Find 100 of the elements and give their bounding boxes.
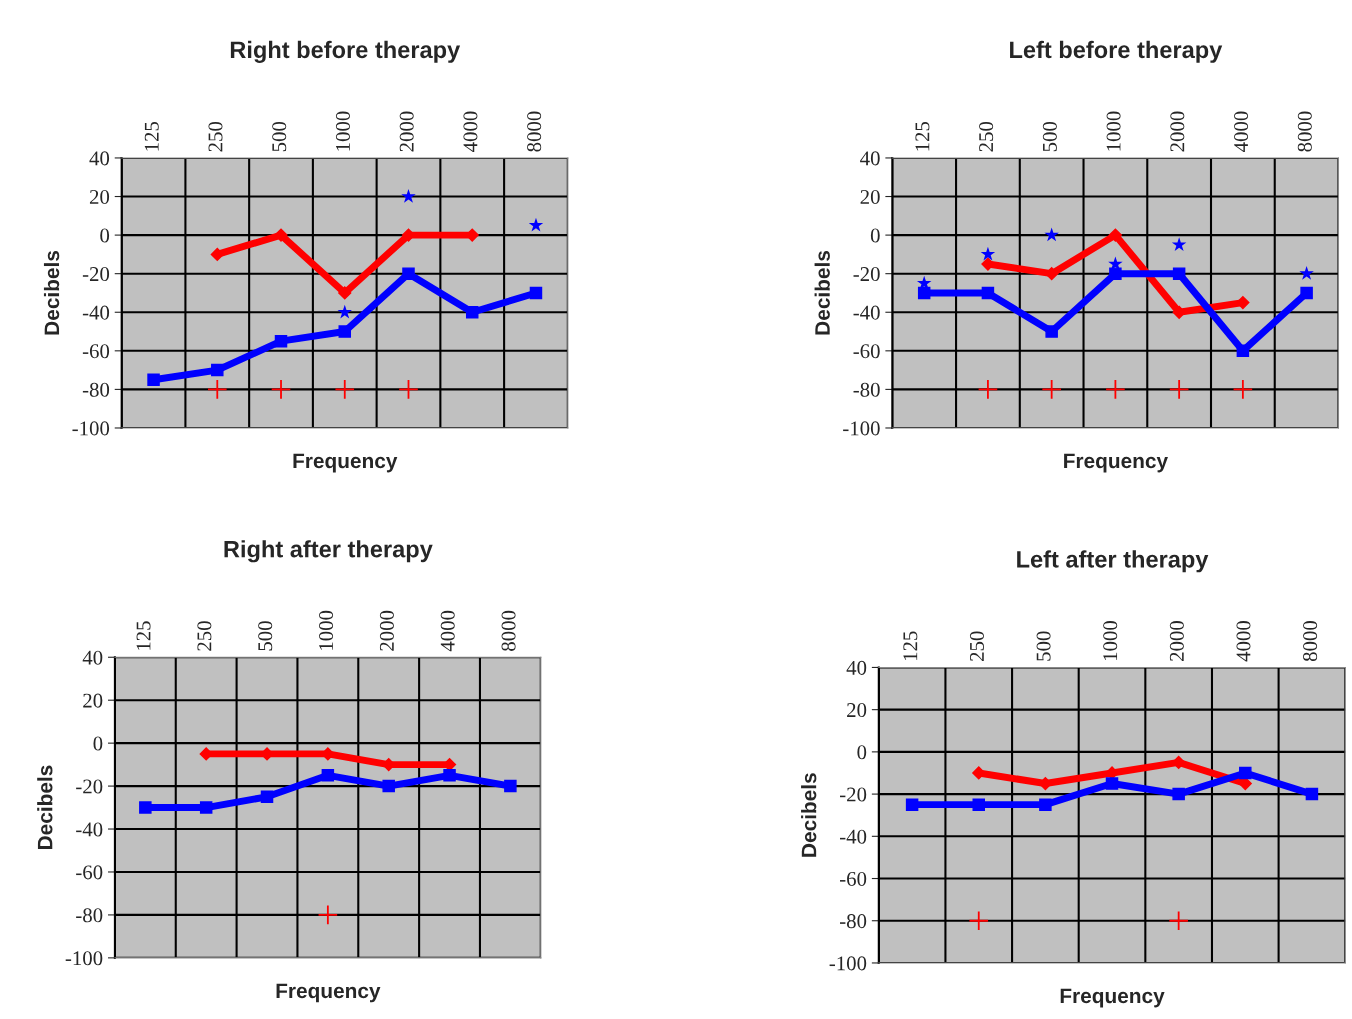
chart-title: Left after therapy xyxy=(1017,550,1209,573)
x-tick-label: 125 xyxy=(136,621,151,650)
x-tick-label: 2000 xyxy=(399,111,414,152)
y-tick-label: 20 xyxy=(89,189,110,204)
point xyxy=(905,798,919,811)
point xyxy=(1105,777,1119,790)
y-tick-label: -60 xyxy=(853,344,880,359)
y-tick-label: 20 xyxy=(83,693,103,708)
point xyxy=(1236,344,1250,358)
point xyxy=(529,286,543,300)
point xyxy=(972,766,986,780)
y-tick-label: -100 xyxy=(72,421,110,436)
point xyxy=(528,217,544,232)
point xyxy=(972,798,986,811)
point xyxy=(968,910,989,931)
y-tick-label: -20 xyxy=(82,267,110,282)
y-tick-label: 0 xyxy=(870,228,880,243)
y-tick-label: -40 xyxy=(853,305,880,320)
y-tick-label: -20 xyxy=(76,779,103,794)
x-tick-label: 1000 xyxy=(1106,111,1121,151)
x-tick-label: 8000 xyxy=(501,610,516,651)
point xyxy=(1300,286,1313,300)
point xyxy=(1172,787,1185,801)
point xyxy=(980,246,996,261)
x-tick-label: 1000 xyxy=(319,610,334,650)
y-tick-label: 40 xyxy=(860,151,880,166)
x-tick-label: 500 xyxy=(1036,631,1051,661)
point xyxy=(270,379,292,400)
y-tick-label: -40 xyxy=(82,305,110,320)
point xyxy=(1045,267,1059,281)
point xyxy=(1041,379,1062,400)
y-tick-label: -20 xyxy=(853,267,880,282)
chart-title: Right before therapy xyxy=(230,40,461,63)
point xyxy=(398,379,419,400)
point xyxy=(1236,296,1250,310)
point xyxy=(1105,379,1126,400)
y-tick-label: -60 xyxy=(840,871,867,886)
x-tick-label: 2000 xyxy=(1169,621,1184,661)
x-tick-label: 250 xyxy=(969,631,984,661)
point xyxy=(274,334,288,348)
x-tick-label: 125 xyxy=(915,121,930,151)
x-tick-label: 4000 xyxy=(1234,111,1249,152)
x-tick-label: 4000 xyxy=(440,610,455,652)
y-axis-title: Decibels xyxy=(43,250,60,335)
y-tick-label: -80 xyxy=(840,914,867,929)
point xyxy=(338,286,352,300)
point xyxy=(443,769,456,782)
y-axis-title: Decibels xyxy=(814,250,830,335)
point xyxy=(1109,267,1122,280)
point xyxy=(1239,766,1252,780)
point xyxy=(321,769,335,782)
point xyxy=(1039,798,1052,811)
y-tick-label: 20 xyxy=(847,703,867,718)
x-tick-label: 500 xyxy=(272,121,287,152)
point xyxy=(1108,256,1123,271)
point xyxy=(1171,237,1187,251)
y-tick-label: -80 xyxy=(82,382,110,397)
point xyxy=(402,267,415,280)
point xyxy=(210,247,224,261)
x-tick-label: 8000 xyxy=(527,111,542,152)
x-tick-label: 500 xyxy=(1042,121,1057,152)
y-tick-label: 40 xyxy=(82,650,103,665)
point xyxy=(1305,787,1319,801)
point xyxy=(401,188,416,203)
y-tick-label: 20 xyxy=(860,189,880,204)
y-tick-label: 40 xyxy=(89,151,110,166)
point xyxy=(382,779,395,793)
point xyxy=(1108,228,1122,242)
x-tick-label: 1000 xyxy=(1103,621,1118,661)
point xyxy=(139,801,152,814)
y-axis-title: Decibels xyxy=(801,773,817,857)
y-axis-title: Decibels xyxy=(37,765,53,850)
y-tick-label: -40 xyxy=(840,829,867,844)
point xyxy=(1172,305,1186,319)
point xyxy=(981,286,995,300)
point xyxy=(338,325,352,338)
point xyxy=(1044,227,1059,242)
point xyxy=(504,779,517,793)
y-tick-label: -80 xyxy=(76,908,103,923)
x-tick-label: 1000 xyxy=(335,111,350,151)
x-tick-label: 250 xyxy=(208,121,223,152)
x-tick-label: 4000 xyxy=(1236,621,1251,662)
y-tick-label: 0 xyxy=(100,228,110,243)
point xyxy=(211,363,224,377)
x-axis-title: Frequency xyxy=(293,453,398,473)
y-tick-label: 0 xyxy=(857,745,867,760)
point xyxy=(977,379,999,400)
point xyxy=(1232,379,1254,400)
point xyxy=(274,228,288,242)
chart-title: Right after therapy xyxy=(224,540,433,563)
x-axis-title: Frequency xyxy=(1060,988,1165,1008)
x-tick-label: 250 xyxy=(979,121,994,152)
chart-title: Left before therapy xyxy=(1010,40,1223,63)
point xyxy=(1172,755,1186,770)
y-tick-label: -80 xyxy=(853,382,880,397)
y-tick-label: 40 xyxy=(846,660,867,675)
x-tick-label: 125 xyxy=(903,631,918,661)
point xyxy=(1045,325,1058,338)
y-tick-label: -40 xyxy=(76,822,103,837)
y-tick-label: -20 xyxy=(840,787,867,802)
